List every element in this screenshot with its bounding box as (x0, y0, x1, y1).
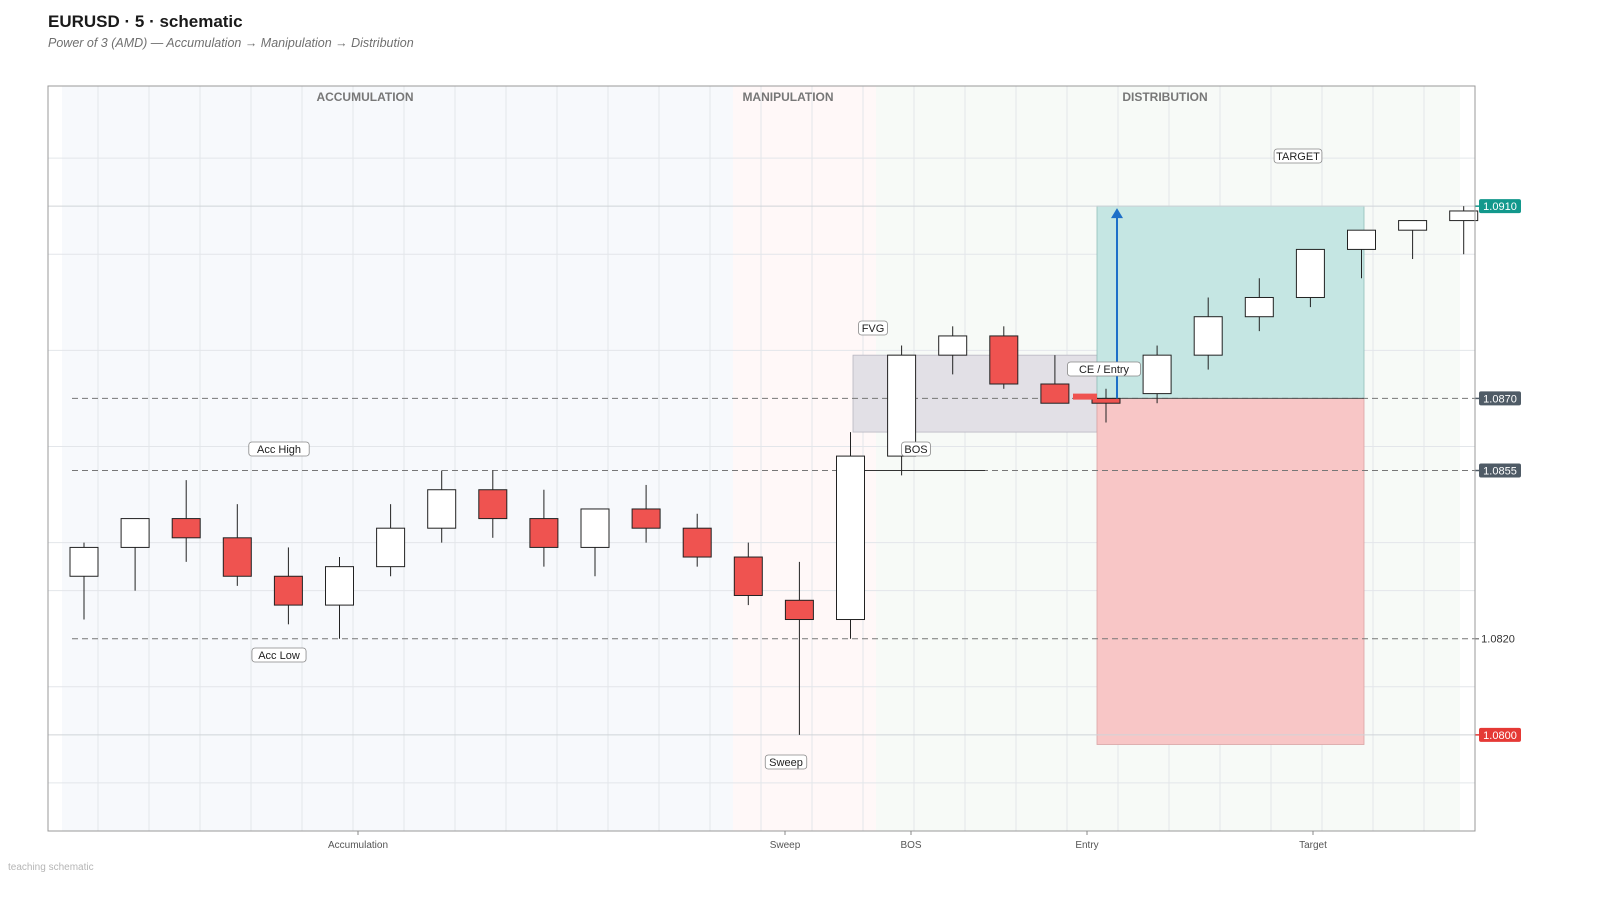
price-tag-box-target (1479, 199, 1521, 214)
price-tag-box-entry (1479, 391, 1521, 406)
target-arrow-head (1111, 208, 1123, 219)
chart-title: EURUSD · 5 · schematic (48, 12, 243, 31)
candle-body[interactable] (1398, 220, 1428, 231)
candle-body[interactable] (1193, 316, 1223, 356)
fvg-label: FVG (862, 323, 885, 335)
candle-body[interactable] (887, 354, 917, 457)
candle-body[interactable] (938, 335, 968, 356)
target-label-box (1273, 148, 1323, 164)
candle-body[interactable] (1244, 296, 1274, 318)
candle-body[interactable] (784, 599, 814, 621)
fvg-label-box (858, 320, 888, 336)
candle-body[interactable] (69, 546, 99, 577)
x-tick-label-sweep: Sweep (770, 840, 801, 851)
acc-low-label: Acc Low (258, 650, 300, 662)
candle-body[interactable] (273, 575, 303, 606)
acc-high-label-box (248, 441, 310, 457)
price-tag-box-stop (1479, 727, 1521, 742)
entry-label: CE / Entry (1079, 364, 1130, 376)
x-tick-label-accumulation: Accumulation (328, 840, 388, 851)
candle-body[interactable] (1142, 354, 1172, 395)
candle-body[interactable] (171, 518, 201, 539)
sweep-label-box (764, 754, 808, 770)
acc-high-label: Acc High (257, 444, 301, 456)
acc-low-label-box (251, 647, 307, 663)
entry-label-box (1067, 361, 1141, 377)
plot-frame (47, 85, 1476, 832)
price-tag-acc-low: 1.0820 (1481, 634, 1515, 646)
bos-label: BOS (904, 444, 927, 456)
candle-body[interactable] (1449, 210, 1479, 222)
candle-body[interactable] (376, 527, 406, 568)
target-label: TARGET (1276, 151, 1320, 163)
stop-zone (1096, 398, 1365, 745)
candle-body[interactable] (478, 489, 508, 520)
phase-label-accumulation: ACCUMULATION (316, 90, 413, 104)
sweep-label: Sweep (769, 757, 803, 769)
phase-band-accumulation (62, 86, 733, 831)
candle-body[interactable] (631, 508, 661, 529)
candle-body[interactable] (1347, 229, 1376, 250)
candle-body[interactable] (325, 566, 354, 606)
x-tick-label-bos: BOS (900, 840, 921, 851)
candle-body[interactable] (120, 518, 150, 548)
x-tick-label-target: Target (1299, 840, 1327, 851)
price-tag-acc-high: 1.0855 (1483, 466, 1517, 478)
candle-body[interactable] (529, 518, 559, 548)
candle-body[interactable] (1091, 397, 1121, 404)
candle-body[interactable] (1040, 383, 1070, 404)
footnote: teaching schematic (8, 862, 94, 873)
target-zone (1096, 205, 1365, 399)
chart-subtitle: Power of 3 (AMD) — Accumulation → Manipu… (48, 36, 414, 50)
price-tag-stop: 1.0800 (1483, 730, 1517, 742)
price-tag-box-acc-high (1479, 463, 1521, 478)
candle-body[interactable] (836, 455, 865, 621)
price-tag-target: 1.0910 (1483, 201, 1517, 213)
candle-body[interactable] (222, 537, 252, 577)
phase-label-manipulation: MANIPULATION (742, 90, 833, 104)
candle-body[interactable] (580, 508, 610, 548)
bos-label-box (901, 441, 931, 457)
price-tag-entry: 1.0870 (1483, 393, 1517, 405)
entry-marker (1073, 393, 1097, 400)
candle-body[interactable] (427, 489, 457, 529)
phase-label-distribution: DISTRIBUTION (1122, 90, 1207, 104)
x-tick-label-entry: Entry (1075, 840, 1098, 851)
candle-body[interactable] (1295, 248, 1325, 298)
candle-body[interactable] (733, 556, 763, 596)
candle-body[interactable] (989, 335, 1019, 385)
candle-body[interactable] (682, 527, 712, 558)
